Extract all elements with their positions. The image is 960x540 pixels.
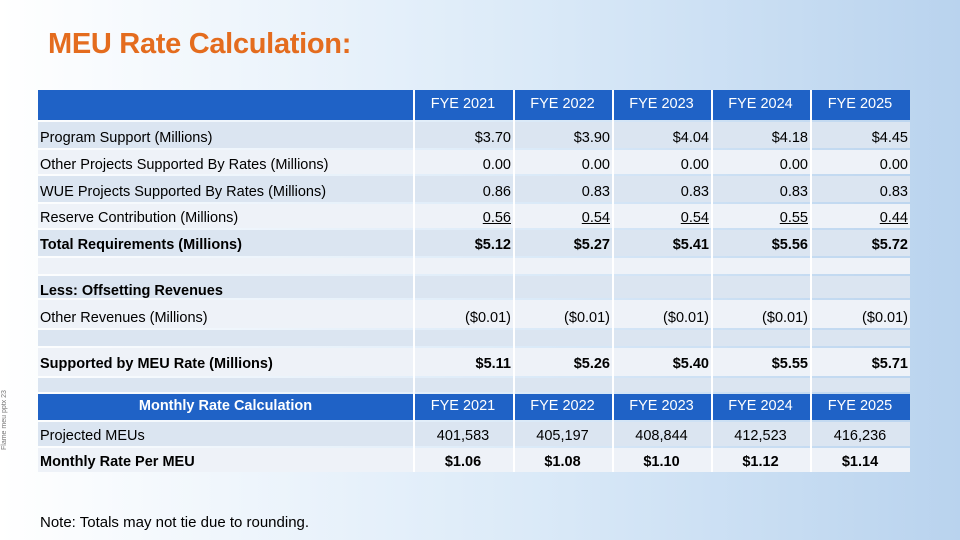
row-band — [38, 122, 910, 148]
value-cell: $1.10 — [643, 454, 680, 470]
row-band — [38, 300, 910, 328]
row-band — [38, 378, 910, 392]
value-cell: 0.83 — [581, 184, 610, 200]
value-cell: ($0.01) — [862, 310, 908, 326]
year-header: FYE 2024 — [728, 398, 793, 414]
row-label: Projected MEUs — [40, 428, 145, 444]
value-cell: $5.40 — [672, 356, 709, 372]
value-cell: $5.55 — [771, 356, 808, 372]
value-cell: 0.00 — [482, 157, 511, 173]
value-cell: 0.83 — [779, 184, 808, 200]
row-label-total: Total Requirements (Millions) — [40, 237, 242, 253]
year-header: FYE 2023 — [629, 398, 694, 414]
value-cell: 0.00 — [879, 157, 908, 173]
value-cell: 0.83 — [879, 184, 908, 200]
divider — [711, 90, 713, 472]
year-header: FYE 2025 — [827, 398, 893, 414]
year-header: FYE 2021 — [430, 398, 496, 414]
value-cell: $5.71 — [871, 356, 908, 372]
year-header: FYE 2021 — [430, 96, 496, 112]
value-cell: $5.27 — [573, 237, 610, 253]
value-cell: ($0.01) — [564, 310, 610, 326]
value-cell: 0.55 — [779, 210, 808, 226]
divider — [612, 90, 614, 472]
value-cell: $1.08 — [544, 454, 581, 470]
row-label: WUE Projects Supported By Rates (Million… — [40, 184, 327, 200]
row-band — [38, 150, 910, 174]
divider — [413, 90, 415, 472]
value-cell: 0.44 — [879, 210, 908, 226]
row-band — [38, 258, 910, 274]
year-header: FYE 2024 — [728, 96, 793, 112]
value-cell: 0.00 — [779, 157, 808, 173]
row-label: Other Revenues (Millions) — [40, 310, 208, 326]
value-cell: $1.06 — [444, 454, 482, 470]
value-cell: $3.90 — [573, 130, 610, 146]
side-note: Flame meu pptx 23 — [1, 390, 8, 450]
value-cell: $4.04 — [672, 130, 709, 146]
divider — [513, 90, 515, 472]
row-band — [38, 276, 910, 298]
value-cell: 0.56 — [482, 210, 511, 226]
page-title: MEU Rate Calculation: — [48, 28, 352, 60]
monthly-heading: Monthly Rate Calculation — [138, 398, 313, 414]
value-cell: 0.83 — [680, 184, 709, 200]
value-cell: $1.12 — [742, 454, 779, 470]
row-band — [38, 348, 910, 376]
value-cell: $5.26 — [573, 356, 610, 372]
row-band — [38, 230, 910, 256]
value-cell: 0.00 — [680, 157, 709, 173]
value-cell: $5.11 — [475, 356, 512, 372]
row-label-monthly-rate: Monthly Rate Per MEU — [40, 454, 195, 470]
footnote: Note: Totals may not tie due to rounding… — [40, 514, 310, 531]
value-cell: $5.56 — [771, 237, 808, 253]
year-header: FYE 2022 — [530, 398, 595, 414]
value-cell: ($0.01) — [663, 310, 709, 326]
rate-table: FYE 2021 FYE 2022 FYE 2023 FYE 2024 FYE … — [38, 90, 910, 472]
row-label: Program Support (Millions) — [40, 130, 213, 146]
value-cell: 401,583 — [436, 428, 490, 444]
value-cell: 0.54 — [581, 210, 610, 226]
row-band — [38, 422, 910, 446]
value-cell: $1.14 — [841, 454, 879, 470]
divider — [810, 90, 812, 472]
value-cell: 416,236 — [833, 428, 887, 444]
value-cell: 408,844 — [635, 428, 688, 444]
row-band — [38, 330, 910, 346]
row-label: Other Projects Supported By Rates (Milli… — [40, 157, 329, 173]
value-cell: 0.54 — [680, 210, 709, 226]
value-cell: $5.12 — [474, 237, 511, 253]
year-header: FYE 2023 — [629, 96, 694, 112]
value-cell: 405,197 — [536, 428, 589, 444]
row-label-supported: Supported by MEU Rate (Millions) — [40, 356, 273, 372]
value-cell: $5.72 — [871, 237, 908, 253]
row-band — [38, 448, 910, 472]
value-cell: $3.70 — [474, 130, 511, 146]
value-cell: 412,523 — [734, 428, 787, 444]
section-heading: Less: Offsetting Revenues — [40, 283, 223, 299]
year-header: FYE 2022 — [530, 96, 595, 112]
value-cell: ($0.01) — [762, 310, 808, 326]
value-cell: 0.86 — [482, 184, 511, 200]
value-cell: $5.41 — [672, 237, 709, 253]
value-cell: 0.00 — [581, 157, 610, 173]
header-band — [38, 90, 910, 120]
year-header: FYE 2025 — [827, 96, 893, 112]
row-label: Reserve Contribution (Millions) — [40, 210, 239, 226]
row-band — [38, 204, 910, 228]
header-band-2 — [38, 394, 910, 420]
value-cell: $4.18 — [771, 130, 808, 146]
value-cell: ($0.01) — [465, 310, 511, 326]
value-cell: $4.45 — [871, 130, 908, 146]
row-band — [38, 176, 910, 202]
